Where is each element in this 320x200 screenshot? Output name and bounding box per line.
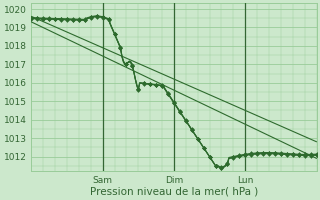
X-axis label: Pression niveau de la mer( hPa ): Pression niveau de la mer( hPa ) xyxy=(90,187,258,197)
